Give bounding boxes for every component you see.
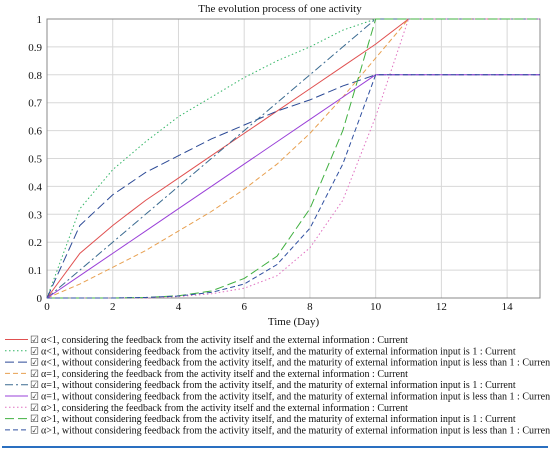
legend-item[interactable]: ☑ α>1, considering the feedback from the …	[5, 403, 408, 414]
x-tick-label: 10	[370, 301, 382, 313]
legend-label: α<1, without considering feedback from t…	[41, 346, 516, 357]
legend-item[interactable]: ☑ α=1, without considering feedback from …	[5, 380, 516, 391]
y-tick-label: 0.7	[28, 98, 42, 110]
legend-checkbox-icon[interactable]: ☑	[30, 425, 39, 436]
y-tick-label: 0	[37, 293, 43, 305]
legend-checkbox-icon[interactable]: ☑	[30, 414, 39, 425]
series-line-6	[46, 74, 540, 299]
legend-label: α=1, without considering feedback from t…	[41, 392, 550, 403]
y-tick-label: 0.2	[28, 237, 42, 249]
legend-checkbox-icon[interactable]: ☑	[30, 403, 39, 414]
legend-item[interactable]: ☑ α<1, without considering feedback from …	[5, 346, 516, 357]
y-tick-label: 1	[37, 14, 43, 26]
legend-checkbox-icon[interactable]: ☑	[30, 346, 39, 357]
legend-label: α>1, considering the feedback from the a…	[41, 403, 408, 414]
x-tick-label: 2	[110, 301, 116, 313]
y-tick-label: 0.3	[28, 209, 42, 221]
chart-title: The evolution process of one activity	[198, 3, 362, 15]
x-tick-label: 8	[307, 301, 313, 313]
x-tick-label: 4	[176, 301, 182, 313]
y-tick-label: 0.5	[28, 154, 42, 166]
legend-item[interactable]: ☑ α<1, without considering feedback from …	[5, 358, 550, 369]
legend-item[interactable]: ☑ α=1, considering the feedback from the …	[5, 369, 408, 380]
legend-label: α<1, without considering feedback from t…	[41, 358, 550, 369]
legend-label: α=1, considering the feedback from the a…	[41, 369, 408, 380]
legend-checkbox-icon[interactable]: ☑	[30, 358, 39, 369]
x-tick-label: 6	[241, 301, 247, 313]
legend-label: α>1, without considering feedback from t…	[41, 425, 550, 436]
axis-ticks: 0 2 4 6 8 10 12 14 0 0.1 0.2 0.3 0.4 0.5 0.6 0.7 0.8 0.9 1	[28, 14, 513, 313]
legend-checkbox-icon[interactable]: ☑	[30, 369, 39, 380]
y-tick-label: 0.4	[28, 181, 42, 193]
y-tick-label: 0.9	[28, 42, 42, 54]
legend-label: α=1, without considering feedback from t…	[41, 380, 516, 391]
x-tick-label: 14	[502, 301, 514, 313]
series-lines	[46, 18, 540, 299]
legend: ☑ α<1, considering the feedback from the …	[5, 335, 550, 436]
legend-label: α>1, without considering feedback from t…	[41, 414, 516, 425]
legend-item[interactable]: ☑ α>1, without considering feedback from …	[5, 414, 516, 425]
legend-checkbox-icon[interactable]: ☑	[30, 392, 39, 403]
y-tick-label: 0.6	[28, 126, 42, 138]
x-tick-label: 0	[44, 301, 50, 313]
legend-checkbox-icon[interactable]: ☑	[30, 380, 39, 391]
x-axis-title: Time (Day)	[268, 316, 320, 328]
y-tick-label: 0.1	[28, 265, 42, 277]
legend-item[interactable]: ☑ α>1, without considering feedback from …	[5, 425, 550, 436]
plot-frame	[46, 18, 541, 299]
y-tick-label: 0.8	[28, 70, 42, 82]
legend-label: α<1, considering the feedback from the a…	[41, 335, 408, 346]
series-line-9	[47, 74, 540, 299]
legend-checkbox-icon[interactable]: ☑	[30, 335, 39, 346]
legend-item[interactable]: ☑ α=1, without considering feedback from …	[5, 392, 550, 403]
legend-item[interactable]: ☑ α<1, considering the feedback from the …	[5, 335, 408, 346]
x-tick-label: 12	[436, 301, 447, 313]
